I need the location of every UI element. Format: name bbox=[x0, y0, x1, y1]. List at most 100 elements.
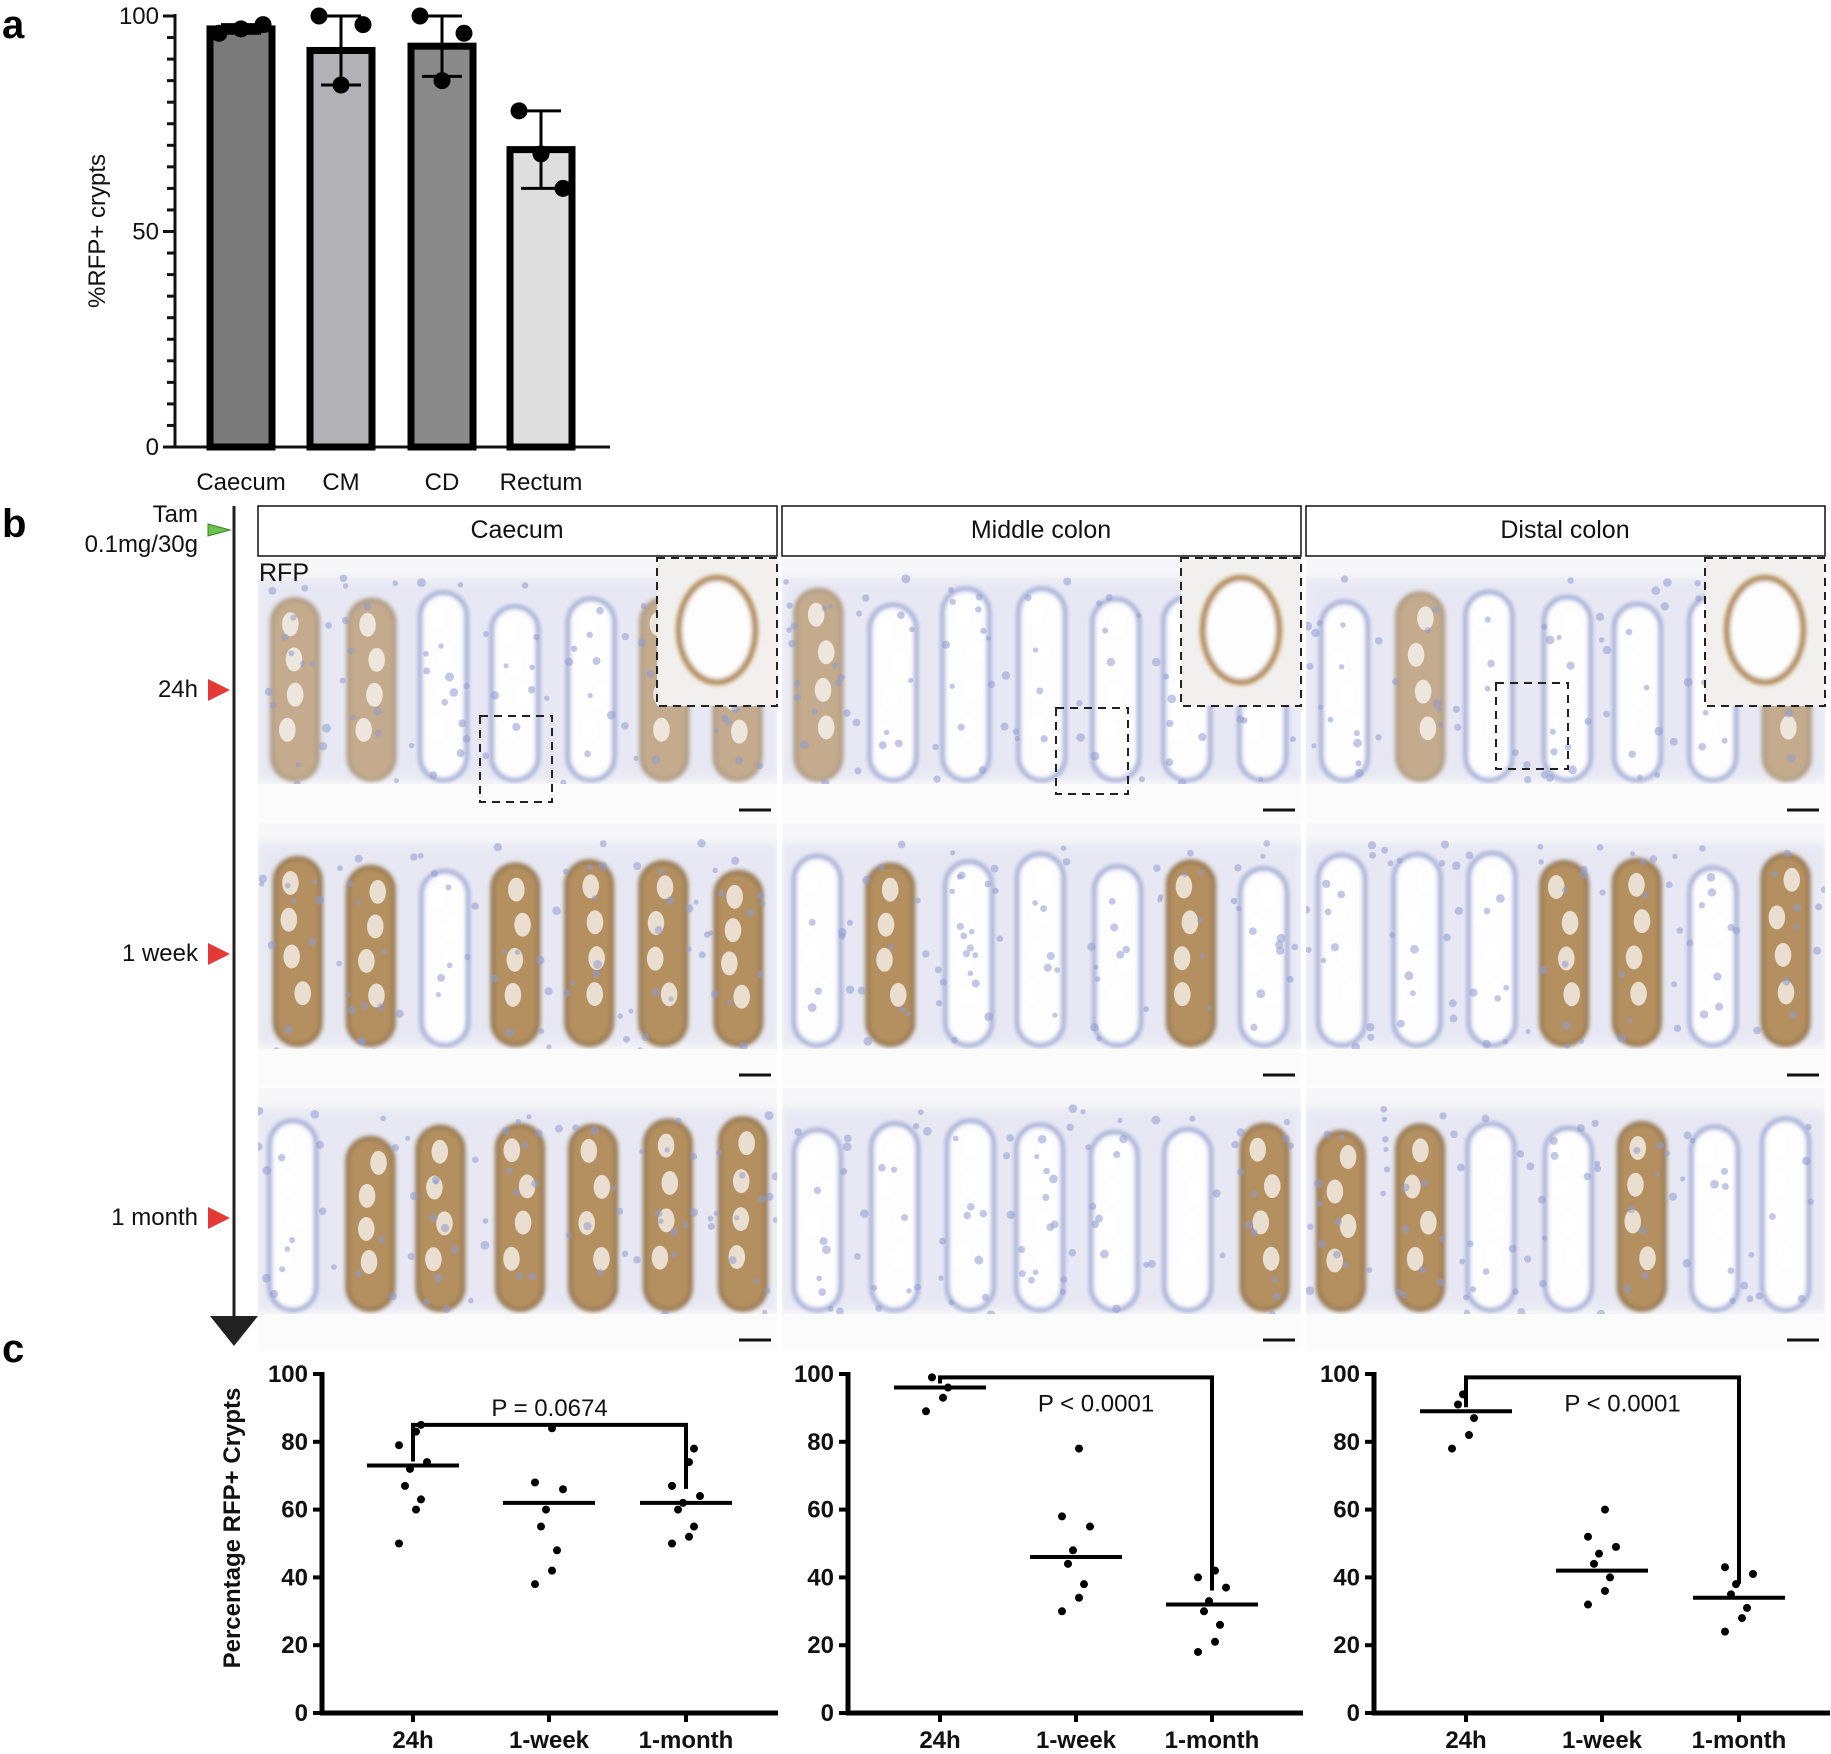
goblet-cell bbox=[891, 651, 909, 676]
goblet-cell bbox=[425, 1247, 442, 1272]
goblet-cell bbox=[661, 1170, 679, 1195]
nucleus bbox=[1549, 1136, 1558, 1145]
y-tick-label-100: 100 bbox=[119, 3, 159, 30]
nucleus bbox=[1439, 1112, 1447, 1120]
nucleus bbox=[1380, 1105, 1388, 1113]
nucleus bbox=[1410, 990, 1416, 997]
nucleus bbox=[981, 1293, 990, 1302]
nucleus bbox=[521, 1141, 529, 1149]
goblet-cell bbox=[1326, 1179, 1344, 1204]
nucleus bbox=[1250, 1228, 1258, 1237]
nucleus bbox=[417, 578, 426, 587]
goblet-cell bbox=[956, 874, 974, 899]
data-point-1-week bbox=[1601, 1505, 1609, 1514]
nucleus bbox=[912, 1122, 920, 1130]
nucleus bbox=[464, 953, 471, 961]
nucleus bbox=[975, 593, 983, 601]
nucleus bbox=[1628, 750, 1636, 758]
nucleus bbox=[628, 1008, 634, 1014]
goblet-cell bbox=[441, 917, 458, 942]
nucleus bbox=[1720, 1167, 1729, 1175]
nucleus bbox=[501, 948, 508, 955]
nucleus bbox=[938, 1275, 944, 1281]
nucleus bbox=[621, 632, 630, 641]
nucleus bbox=[685, 904, 694, 913]
nucleus bbox=[1119, 1134, 1128, 1144]
micrograph-1-month-caecum bbox=[258, 1088, 777, 1350]
nucleus bbox=[1663, 578, 1672, 587]
nucleus bbox=[675, 1117, 682, 1124]
nucleus bbox=[757, 1195, 766, 1204]
data-point-1-week bbox=[559, 1485, 567, 1494]
goblet-cell bbox=[1563, 982, 1581, 1007]
micrograph-24h-middle-colon bbox=[782, 557, 1302, 820]
goblet-cell bbox=[1246, 949, 1264, 974]
micrograph-tissue bbox=[782, 1088, 1301, 1350]
goblet-cell bbox=[878, 1173, 895, 1198]
nucleus bbox=[713, 728, 719, 734]
nucleus bbox=[1271, 1276, 1279, 1283]
nucleus bbox=[1633, 1146, 1641, 1154]
goblet-cell bbox=[1186, 1177, 1204, 1202]
nucleus bbox=[836, 1307, 844, 1316]
goblet-cell bbox=[660, 982, 678, 1007]
nucleus bbox=[1715, 1002, 1724, 1011]
x-tick-label-24h: 24h bbox=[392, 1727, 433, 1754]
nucleus bbox=[1768, 1213, 1776, 1221]
y-tick-label-0: 0 bbox=[295, 1700, 308, 1727]
nucleus bbox=[381, 948, 388, 955]
nucleus bbox=[586, 631, 593, 639]
goblet-cell bbox=[504, 982, 522, 1007]
nucleus bbox=[380, 1115, 386, 1122]
nucleus bbox=[1186, 849, 1194, 857]
nucleus bbox=[339, 574, 348, 582]
nucleus bbox=[788, 639, 796, 648]
nucleus bbox=[1143, 1261, 1150, 1268]
nucleus bbox=[1018, 1245, 1026, 1254]
nucleus bbox=[445, 884, 452, 891]
goblet-cell bbox=[514, 912, 531, 937]
p-value-label: P < 0.0001 bbox=[1038, 1390, 1154, 1417]
nucleus bbox=[1459, 1258, 1466, 1265]
nucleus bbox=[917, 1109, 924, 1116]
nucleus bbox=[1317, 704, 1324, 710]
goblet-cell bbox=[1777, 980, 1795, 1005]
nucleus bbox=[1508, 1244, 1517, 1253]
nucleus bbox=[564, 657, 574, 666]
nucleus bbox=[1113, 1150, 1121, 1159]
x-tick-label-1-month: 1-month bbox=[1165, 1727, 1260, 1754]
nucleus bbox=[354, 854, 363, 863]
nucleus bbox=[1353, 730, 1360, 737]
goblet-cell bbox=[1328, 649, 1346, 674]
goblet-cell bbox=[366, 682, 383, 707]
column-header-middle-colon: Middle colon bbox=[971, 516, 1111, 544]
nucleus bbox=[423, 1298, 431, 1306]
nucleus bbox=[277, 1154, 286, 1162]
nucleus bbox=[1076, 733, 1085, 742]
goblet-cell bbox=[960, 982, 977, 1007]
nucleus bbox=[1699, 845, 1706, 852]
nucleus bbox=[1440, 840, 1449, 849]
goblet-cell bbox=[586, 982, 603, 1007]
goblet-cell bbox=[593, 1174, 611, 1199]
nucleus bbox=[1627, 1205, 1636, 1214]
nucleus bbox=[1052, 1012, 1058, 1018]
nucleus bbox=[654, 926, 663, 935]
nucleus bbox=[623, 1035, 631, 1043]
nucleus bbox=[1138, 776, 1146, 783]
data-point-1-month bbox=[1721, 1563, 1729, 1572]
goblet-cell bbox=[368, 647, 385, 672]
data-point-24h bbox=[1448, 1444, 1456, 1453]
nucleus bbox=[1250, 1023, 1258, 1031]
goblet-cell bbox=[817, 1248, 834, 1273]
nucleus bbox=[1665, 881, 1673, 889]
nucleus bbox=[1117, 1117, 1123, 1123]
goblet-cell bbox=[283, 944, 300, 969]
goblet-cell bbox=[1485, 866, 1503, 891]
nucleus bbox=[301, 584, 309, 592]
data-point-24h bbox=[1454, 1400, 1462, 1409]
nucleus bbox=[1789, 1010, 1798, 1019]
nucleus bbox=[1694, 580, 1701, 587]
inset-source-box bbox=[1055, 707, 1129, 795]
nucleus bbox=[1024, 594, 1032, 602]
